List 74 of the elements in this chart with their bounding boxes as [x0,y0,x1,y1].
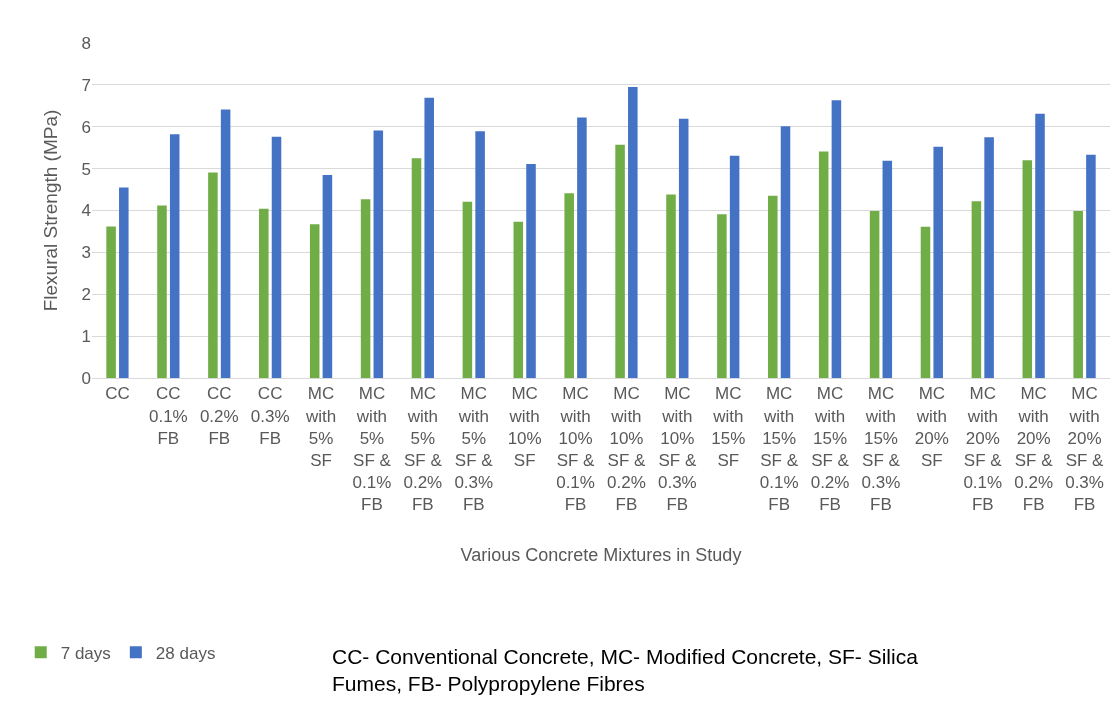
legend-label: 7 days [60,643,111,663]
bar [169,134,180,378]
bar [1035,113,1045,378]
bar [271,136,282,378]
y-tick-label: 7 [81,75,91,95]
bar [666,194,676,378]
bar [424,97,434,378]
bar [564,193,574,378]
bar [526,164,536,378]
bar [882,160,893,378]
bar [869,210,880,378]
y-tick-label: 1 [81,327,91,347]
x-tick-label: MC with 10% SF [507,384,542,470]
bar [768,195,778,378]
bar [831,100,842,378]
bar [717,214,727,378]
bar [119,187,129,378]
x-tick-label: MC with 15% SF & 0.3% FB [861,384,901,514]
bar [1073,210,1083,378]
bar [678,118,689,378]
y-tick-label: 2 [81,285,91,305]
bar [780,126,791,378]
x-tick-label: CC 0.3% FB [250,384,290,448]
bar [933,146,943,378]
text: CC- Conventional Concrete, MC- Modified Concrete, SF- Silica Fumes, FB- Polypropylene Fibres [332,645,919,696]
bar [628,86,638,378]
y-axis-title: Flexural Strength (MPa) [40,109,62,312]
bar [411,158,422,378]
x-tick-label: MC with 20% SF & 0.3% FB [1065,384,1105,514]
x-tick-label: MC with 10% SF & 0.2% FB [607,384,646,514]
bar [1086,154,1096,378]
bar [729,155,740,378]
x-axis-title: Various Concrete Mixtures in Study [460,545,742,565]
bar [373,130,384,378]
x-tick-label: CC [105,384,130,404]
y-tick-label: 6 [81,117,91,137]
y-tick-label: 4 [81,201,91,221]
x-tick-label: MC with 20% SF & 0.1% FB [963,384,1003,514]
x-tick-label: MC with 10% SF & 0.3% FB [657,384,697,514]
x-tick-label: MC with 15% SF & 0.1% FB [759,384,799,514]
bar [208,172,218,378]
bar [322,174,333,378]
bar [818,151,829,378]
bar [577,117,587,378]
bar [615,144,625,378]
x-tick-label: MC with 5% SF & 0.3% FB [454,384,494,514]
x-tick-label: MC with 20% SF & 0.2% FB [1014,384,1054,514]
y-tick-label: 8 [81,33,91,53]
bar [475,131,485,378]
legend-label: 28 days [155,643,216,663]
x-tick-label: MC with 15% SF [711,384,746,470]
x-tick-label: MC with 5% SF [304,384,337,470]
bar [462,201,473,378]
x-tick-label: MC with 5% SF & 0.1% FB [352,384,392,514]
y-tick-label: 0 [81,368,91,388]
y-tick-label: 3 [81,243,91,263]
bar [157,205,167,378]
x-tick-label: MC with 20% SF [914,384,949,470]
bar [1022,160,1033,378]
bar [309,224,320,378]
y-tick-label: 5 [81,159,91,179]
x-tick-label: CC 0.1% FB [148,384,188,448]
bar [971,201,982,378]
bar [513,221,524,378]
bar [106,226,116,378]
bar [360,199,371,378]
x-tick-label: MC with 10% SF & 0.1% FB [556,384,596,514]
x-tick-label: MC with 5% SF & 0.2% FB [403,384,443,514]
bar [220,109,231,378]
bar [259,208,269,378]
x-tick-label: CC 0.2% FB [199,384,239,448]
bar [984,137,994,378]
x-tick-label: MC with 15% SF & 0.2% FB [810,384,850,514]
bar [920,226,931,378]
